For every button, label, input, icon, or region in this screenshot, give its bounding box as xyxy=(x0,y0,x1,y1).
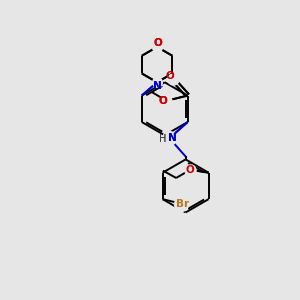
Text: Br: Br xyxy=(176,199,189,208)
Text: N: N xyxy=(168,133,177,142)
Text: O: O xyxy=(159,96,167,106)
Text: N: N xyxy=(168,133,177,142)
Text: H: H xyxy=(159,134,167,144)
Text: O: O xyxy=(186,165,195,175)
Text: O: O xyxy=(153,38,162,48)
Text: N: N xyxy=(153,81,161,92)
Text: O: O xyxy=(166,71,174,81)
Text: O: O xyxy=(159,96,167,106)
Text: H: H xyxy=(159,134,167,144)
Text: N: N xyxy=(153,81,161,92)
Text: O: O xyxy=(153,38,162,48)
